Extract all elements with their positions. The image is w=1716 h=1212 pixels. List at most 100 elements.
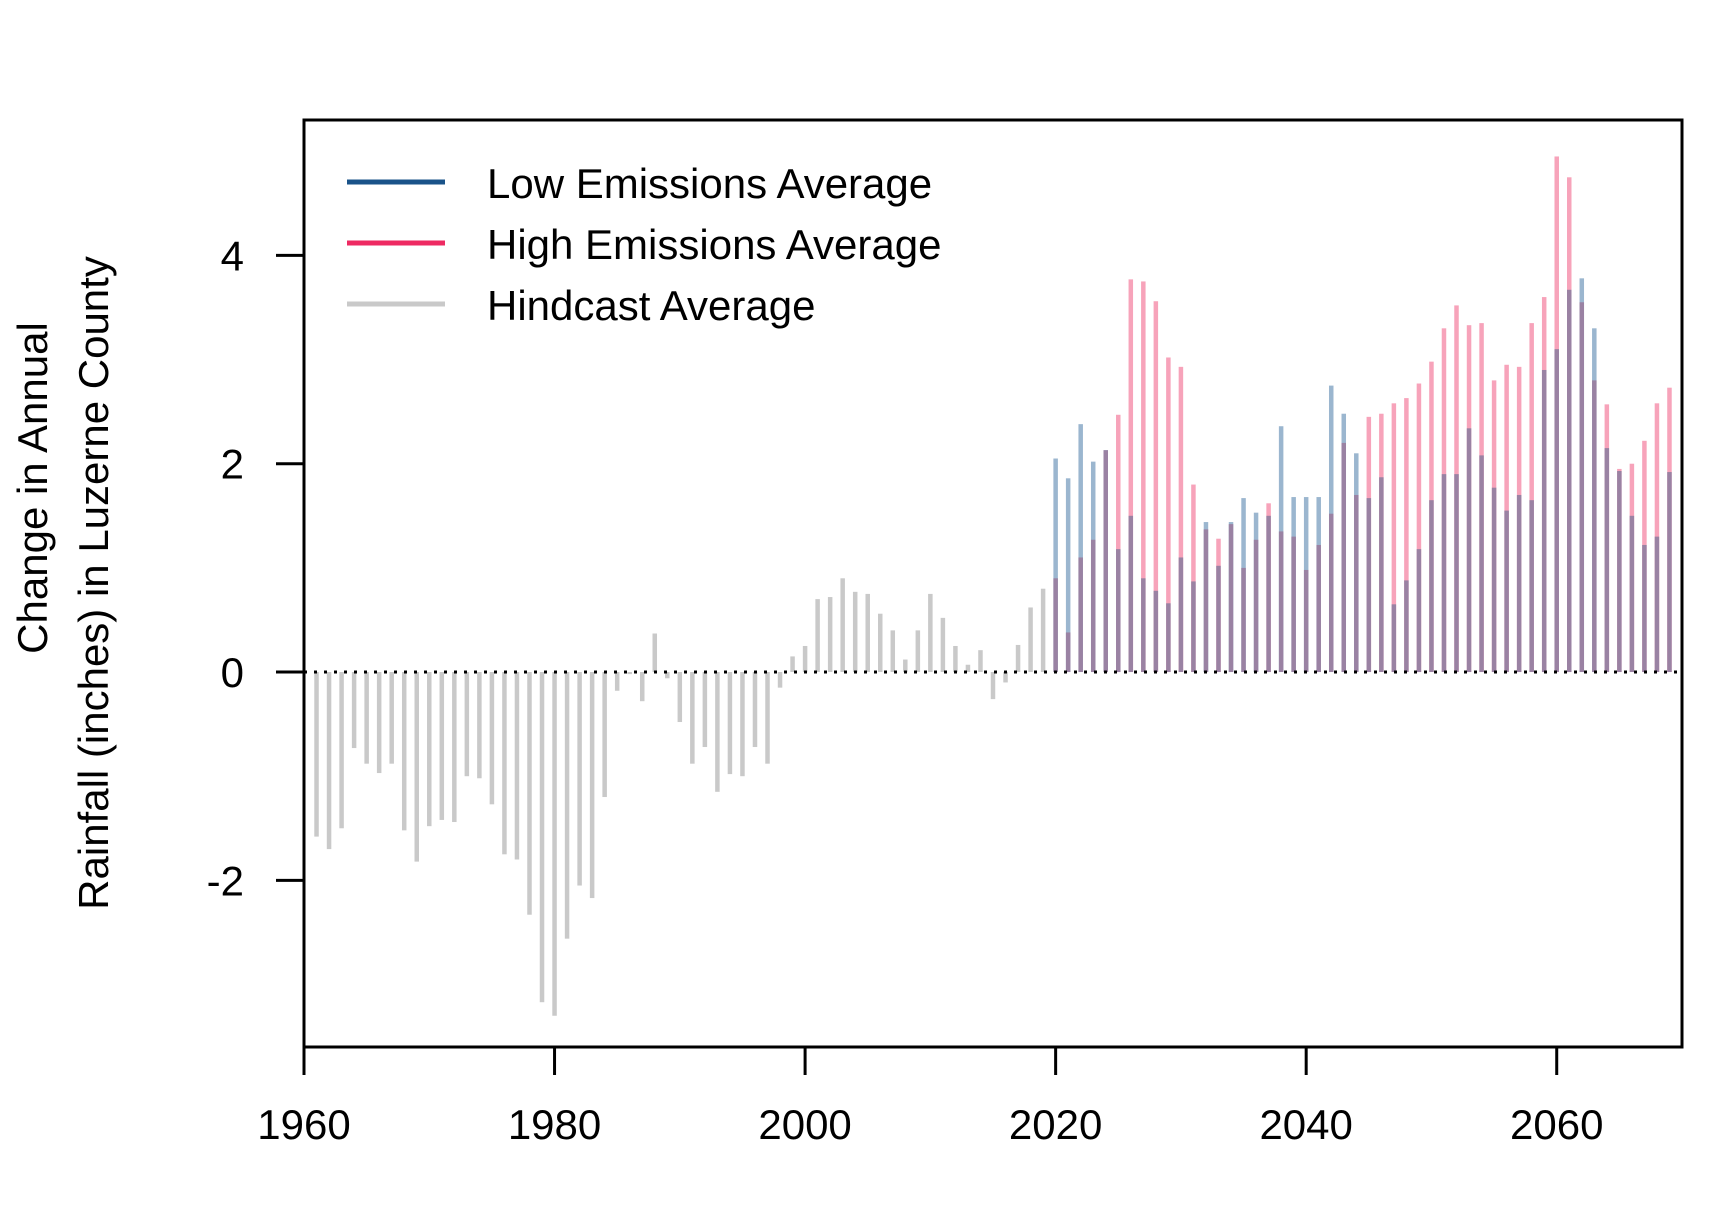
- overlap-bar: [1116, 549, 1121, 673]
- hindcast-bar: [514, 672, 520, 860]
- high-emissions-bar: [1416, 383, 1422, 673]
- overlap-bar: [1479, 455, 1484, 673]
- overlap-bar: [1278, 531, 1284, 673]
- hindcast-bar: [840, 578, 845, 673]
- overlap-bar: [1592, 380, 1597, 673]
- high-emissions-bar: [1529, 323, 1534, 673]
- high-emissions-bar: [1141, 281, 1146, 673]
- hindcast-bar: [564, 672, 570, 939]
- y-tick-label: 4: [221, 232, 244, 279]
- overlap-bar: [1065, 632, 1071, 673]
- hindcast-bar: [589, 672, 595, 899]
- overlap-bar: [1391, 604, 1397, 673]
- hindcast-bar: [940, 617, 946, 673]
- high-emissions-bar: [1116, 414, 1121, 673]
- overlap-bar: [1354, 494, 1359, 673]
- overlap-bar: [1103, 450, 1108, 673]
- hindcast-bar: [401, 672, 407, 831]
- hindcast-bar: [677, 672, 683, 723]
- plot-frame: [302, 118, 1684, 1049]
- hindcast-bar: [439, 672, 445, 820]
- hindcast-bar: [965, 664, 971, 673]
- legend: Low Emissions Average High Emissions Ave…: [347, 160, 941, 329]
- hindcast-bar: [790, 656, 795, 673]
- overlap-bar: [1178, 557, 1184, 673]
- hindcast-bar: [865, 593, 870, 673]
- overlap-bar: [1579, 302, 1585, 673]
- overlap-bar: [1504, 510, 1509, 673]
- overlap-bar: [1053, 578, 1058, 673]
- hindcast-bar: [364, 672, 369, 764]
- hindcast-bar: [878, 613, 883, 673]
- overlap-bar: [1216, 565, 1221, 673]
- y-tick-label: 0: [221, 649, 244, 696]
- overlap-bar: [1191, 581, 1196, 673]
- hindcast-bar: [752, 672, 758, 748]
- hindcast-bar: [614, 672, 620, 691]
- hindcast-bar: [978, 650, 983, 673]
- hindcast-bar: [1015, 644, 1021, 673]
- hindcast-bar: [765, 672, 770, 764]
- overlap-bar: [1166, 603, 1171, 673]
- x-tick-label: 2060: [1510, 1101, 1603, 1148]
- hindcast-bar: [777, 672, 783, 688]
- hindcast-bar: [376, 672, 382, 774]
- hindcast-bar: [852, 591, 858, 673]
- overlap-bar: [1341, 442, 1347, 673]
- hindcast-bar: [702, 672, 708, 748]
- x-tick-label: 2000: [758, 1101, 851, 1148]
- hindcast-bar: [552, 672, 557, 1016]
- hindcast-bar: [539, 672, 545, 1003]
- hindcast-bar: [1003, 672, 1008, 683]
- low-emissions-bar: [1065, 478, 1071, 673]
- x-tick-label: 1980: [508, 1101, 601, 1148]
- overlap-bar: [1541, 369, 1547, 673]
- hindcast-bar: [627, 672, 632, 675]
- high-emissions-bar: [1404, 398, 1409, 673]
- hindcast-bar: [464, 672, 470, 777]
- overlap-bar: [1491, 487, 1497, 673]
- hindcast-bar: [602, 672, 607, 798]
- hindcast-bar: [489, 672, 495, 805]
- y-axis: -2 0 2 4: [207, 232, 304, 904]
- hindcast-bar: [665, 672, 670, 679]
- overlap-bar: [1090, 539, 1096, 673]
- overlap-bar: [1654, 536, 1660, 673]
- y-axis-label-line1: Change in Annual: [9, 322, 56, 654]
- hindcast-bar: [527, 672, 532, 915]
- x-tick-label: 2020: [1009, 1101, 1102, 1148]
- high-emissions-bar: [1128, 279, 1134, 673]
- hindcast-bar: [326, 672, 332, 850]
- overlap-bar: [1404, 580, 1409, 673]
- overlap-bar: [1466, 428, 1472, 673]
- y-axis-title: Change in Annual Rainfall (inches) in Lu…: [9, 256, 117, 910]
- overlap-bar: [1667, 472, 1672, 673]
- low-emissions-bar: [1078, 424, 1083, 673]
- hindcast-bar: [502, 672, 507, 855]
- overlap-bar: [1642, 544, 1647, 673]
- projection-bars: [1053, 156, 1672, 673]
- hindcast-bar: [690, 672, 695, 764]
- hindcast-bar: [414, 672, 419, 862]
- overlap-bar: [1516, 494, 1522, 673]
- hindcast-bar: [815, 599, 820, 673]
- hindcast-bar: [652, 633, 658, 673]
- overlap-bar: [1303, 569, 1309, 673]
- overlap-bar: [1629, 515, 1635, 673]
- high-emissions-bar: [1178, 366, 1184, 673]
- hindcast-bar: [890, 630, 896, 673]
- overlap-bar: [1617, 471, 1622, 673]
- hindcast-bar: [727, 672, 733, 775]
- hindcast-bars: [314, 578, 1046, 1016]
- x-tick-label: 1960: [257, 1101, 350, 1148]
- hindcast-bar: [915, 630, 921, 673]
- high-emissions-bar: [1391, 403, 1397, 673]
- legend-item-hindcast: Hindcast Average: [347, 282, 815, 329]
- hindcast-bar: [477, 672, 482, 779]
- overlap-bar: [1328, 513, 1334, 673]
- hindcast-bar: [339, 672, 344, 829]
- overlap-bar: [1454, 474, 1459, 673]
- overlap-bar: [1554, 349, 1559, 673]
- overlap-bar: [1253, 539, 1259, 673]
- overlap-bar: [1141, 578, 1146, 673]
